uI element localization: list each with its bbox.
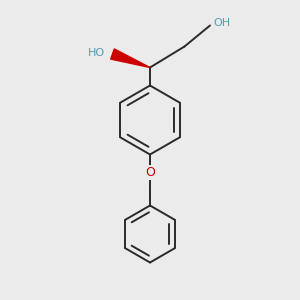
Text: OH: OH: [213, 18, 231, 28]
Polygon shape: [111, 49, 150, 68]
Text: O: O: [145, 166, 155, 179]
Text: HO: HO: [88, 47, 106, 58]
